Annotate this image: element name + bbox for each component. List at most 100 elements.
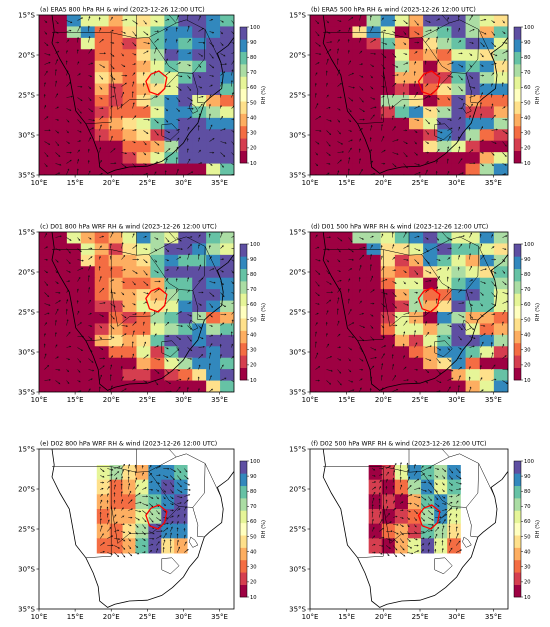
wind-arrow [458,158,463,164]
rh-cell [409,346,424,359]
rh-cell [80,129,96,142]
wind-arrow-head [361,238,364,240]
wind-arrow-head [330,41,333,43]
rh-cell [94,357,110,370]
wind-arrow [170,496,174,500]
wind-arrow [447,136,451,142]
wind-arrow [142,517,147,522]
wind-arrow-head [156,237,159,240]
wind-arrow-head [125,152,128,155]
rh-cell [366,323,382,336]
wind-arrow [88,36,90,43]
wind-arrow-head [374,52,377,55]
wind-arrow [378,492,381,497]
wind-arrow [348,309,352,315]
wind-arrow [165,158,168,164]
y-tick-label: 15°S [289,229,306,237]
rh-cell [380,60,396,73]
wind-arrow-head [381,233,384,236]
wind-arrow-head [418,496,421,499]
wind-arrow-head [437,323,440,326]
wind-arrow [135,552,139,555]
rh-cell [39,117,54,130]
wind-arrow-head [107,493,109,495]
rh-cell [423,334,438,347]
rh-cell [39,95,54,107]
wind-arrow-head [124,178,125,179]
wind-arrow-head [437,149,440,151]
colorbar-tick-label: 30 [250,565,257,571]
rh-cell [220,300,234,313]
rh-cell [352,106,368,119]
wind-arrow-head [131,91,134,94]
rh-cell [465,380,481,392]
wind-arrow [163,522,169,525]
colorbar-segment [514,150,521,164]
wind-arrow [114,484,116,490]
rh-cell [451,243,467,256]
wind-arrow [337,380,342,386]
wind-arrow [44,379,51,381]
wind-arrow-head [347,288,350,291]
rh-cell [109,494,124,510]
wind-arrow-head [180,496,183,499]
wind-arrow-head [411,552,414,555]
rh-cell [39,289,54,302]
colorbar-segment [514,51,521,65]
wind-arrow-head [179,378,182,381]
wind-vectors [99,463,191,558]
wind-arrow-head [378,498,381,501]
wind-arrow-head [112,54,115,57]
wind-arrow [447,298,451,304]
wind-arrow [370,347,376,351]
wind-arrow-head [157,30,160,33]
wind-arrow [156,517,161,521]
wind-arrow [99,288,104,293]
colorbar-segment [514,535,521,548]
wind-arrow [176,75,182,77]
wind-arrow [77,289,79,293]
wind-arrow-head [451,471,454,474]
wind-arrow [220,82,223,87]
rh-cell [136,232,151,244]
wind-arrow-head [113,507,116,510]
rh-cell [94,300,110,313]
rh-cell [136,106,151,119]
rh-cell [94,277,110,290]
rh-cell [394,523,409,539]
wind-arrow [231,259,234,262]
rh-cell [493,163,508,175]
wind-arrow [132,245,137,249]
wind-arrow [66,270,71,273]
wind-arrow-head [144,527,146,529]
rh-cell [394,538,409,554]
wind-arrow-head [58,382,61,385]
wind-arrow [448,539,452,546]
wind-arrow [407,545,412,549]
wind-arrow-head [58,291,61,294]
wind-arrow [176,299,179,304]
wind-arrow-head [89,237,92,240]
rh-cell [423,232,438,244]
wind-arrow-head [446,276,449,279]
wind-arrow-head [120,483,123,486]
rh-cell [178,49,193,62]
rh-cell [39,152,54,165]
y-tick-label: 20°S [18,269,35,277]
rh-cell [324,60,339,73]
wind-arrow [491,115,496,120]
rh-cell [122,243,137,256]
plot-area [310,449,508,609]
rh-cell [122,15,137,27]
wind-arrow [413,510,418,514]
wind-arrow-head [458,385,460,387]
rh-cell [178,277,193,290]
rh-cell [352,380,368,392]
rh-cell [80,232,96,244]
wind-arrow-head [384,56,387,59]
wind-arrow-head [81,259,84,262]
wind-arrow [480,92,483,98]
rh-cell [108,15,124,27]
y-tick-label: 30°S [18,566,35,574]
wind-arrow [143,301,147,304]
